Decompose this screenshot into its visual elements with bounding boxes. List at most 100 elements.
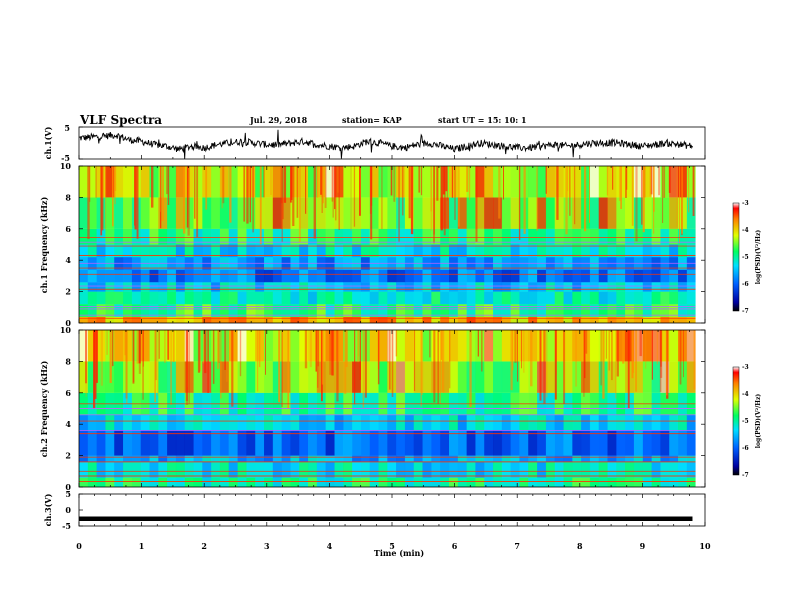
band-cell xyxy=(175,228,185,245)
band-cell xyxy=(669,228,679,245)
band-cell xyxy=(255,477,265,487)
band-cell xyxy=(246,244,256,258)
band-cell xyxy=(466,269,476,283)
band-cell xyxy=(589,269,599,283)
band-cell xyxy=(87,414,97,431)
band-cell xyxy=(598,282,608,292)
band-cell xyxy=(96,244,106,258)
band-cell xyxy=(422,244,432,258)
band-cell xyxy=(572,455,582,462)
band-cell xyxy=(669,461,679,478)
band-cell xyxy=(484,269,494,283)
band-cell xyxy=(105,477,115,487)
band-cell xyxy=(140,244,150,258)
band-cell xyxy=(607,477,617,487)
impulse-streak xyxy=(359,330,361,380)
band-cell xyxy=(299,244,309,258)
band-cell xyxy=(686,197,696,229)
band-cell xyxy=(184,269,194,283)
band-cell xyxy=(396,461,406,478)
band-cell xyxy=(572,330,582,362)
band-cell xyxy=(299,304,309,317)
band-cell xyxy=(308,461,318,478)
impulse-streak xyxy=(446,166,448,201)
band-cell xyxy=(228,461,238,478)
band-cell xyxy=(158,361,168,393)
band-cell xyxy=(202,361,212,393)
band-cell xyxy=(440,361,450,393)
band-cell xyxy=(537,291,547,305)
spectrogram-lines xyxy=(79,236,696,319)
band-cell xyxy=(114,477,124,487)
band-cell xyxy=(572,304,582,317)
band-cell xyxy=(219,228,229,245)
impulse-streak xyxy=(126,330,128,404)
impulse-streak xyxy=(503,166,504,200)
impulse-streak xyxy=(280,166,283,204)
x-tick-label: 7 xyxy=(514,541,520,551)
band-cell xyxy=(175,455,185,462)
band-cell xyxy=(642,477,652,487)
band-cell xyxy=(149,477,159,487)
band-cell xyxy=(149,282,159,292)
band-cell xyxy=(528,330,538,362)
impulse-streak xyxy=(207,330,209,393)
impulse-streak xyxy=(656,330,658,365)
band-cell xyxy=(123,414,133,431)
band-cell xyxy=(360,455,370,462)
band-cell xyxy=(669,282,679,292)
band-cell xyxy=(325,361,335,393)
band-cell xyxy=(175,477,185,487)
impulse-streak xyxy=(112,330,114,367)
band-cell xyxy=(616,244,626,258)
impulse-streak xyxy=(320,166,322,195)
impulse-streak xyxy=(136,330,139,364)
band-cell xyxy=(378,228,388,245)
band-cell xyxy=(334,269,344,283)
band-cell xyxy=(325,282,335,292)
band-cell xyxy=(449,244,459,258)
band-cell xyxy=(123,330,133,362)
band-cell xyxy=(457,166,467,198)
band-cell xyxy=(360,269,370,283)
impulse-streak xyxy=(324,166,327,208)
band-cell xyxy=(290,477,300,487)
band-cell xyxy=(290,244,300,258)
band-cell xyxy=(290,269,300,283)
band-cell xyxy=(202,316,212,324)
band-cell xyxy=(79,316,89,324)
band-cell xyxy=(193,291,203,305)
band-cell xyxy=(396,244,406,258)
band-cell xyxy=(572,228,582,245)
band-cell xyxy=(79,166,89,198)
band-cell xyxy=(360,316,370,324)
band-cell xyxy=(563,316,573,324)
band-cell xyxy=(175,461,185,478)
band-cell xyxy=(79,477,89,487)
band-cell xyxy=(651,291,661,305)
band-cell xyxy=(510,244,520,258)
band-cell xyxy=(378,316,388,324)
band-cell xyxy=(440,304,450,317)
band-cell xyxy=(369,244,379,258)
band-cell xyxy=(484,197,494,229)
band-cell xyxy=(281,269,291,283)
impulse-streak xyxy=(369,166,372,214)
band-cell xyxy=(334,228,344,245)
band-cell xyxy=(404,228,414,245)
band-cell xyxy=(484,330,494,362)
band-cell xyxy=(308,291,318,305)
band-cell xyxy=(554,304,564,317)
band-cell xyxy=(554,291,564,305)
band-cell xyxy=(528,461,538,478)
band-cell xyxy=(387,361,397,393)
band-cell xyxy=(352,228,362,245)
impulse-streak xyxy=(159,166,161,212)
band-cell xyxy=(678,304,688,317)
band-cell xyxy=(422,166,432,198)
spectrogram-band xyxy=(79,291,696,305)
band-cell xyxy=(378,361,388,393)
colorbar-tick-label: -3 xyxy=(742,200,749,207)
band-cell xyxy=(616,430,626,456)
band-cell xyxy=(272,304,282,317)
